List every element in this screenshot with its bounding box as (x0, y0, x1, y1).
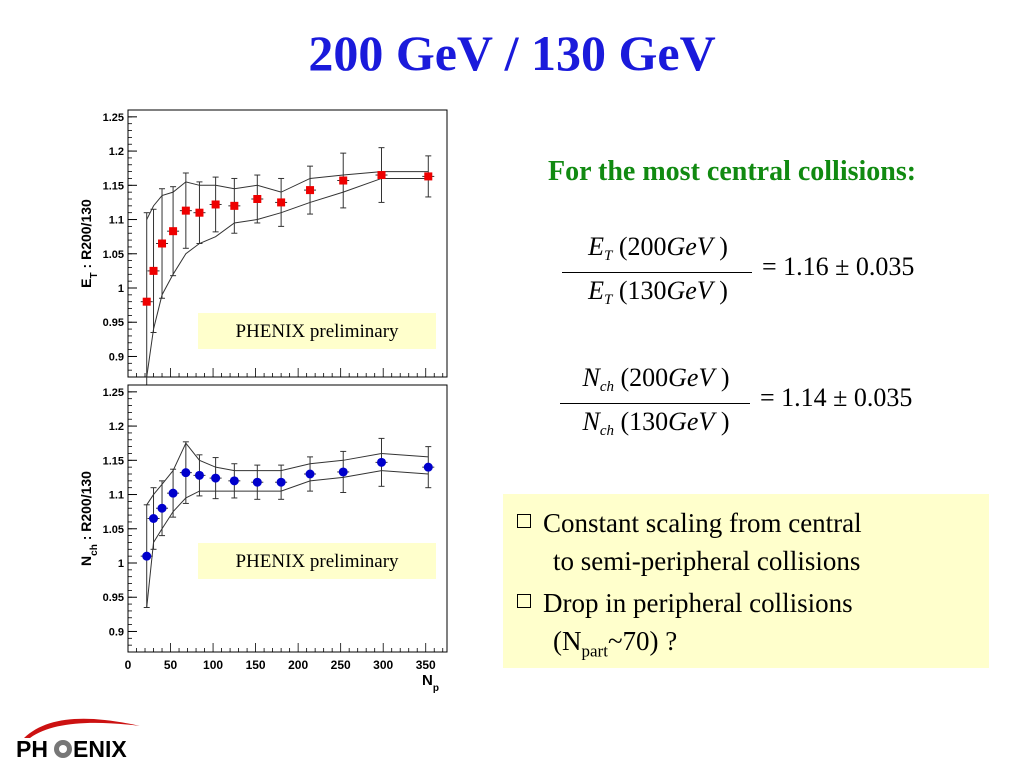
bullet-continuation: to semi-peripheral collisions (553, 544, 860, 578)
data-point (423, 462, 433, 472)
data-point (305, 469, 315, 479)
bullet-text: to semi-peripheral collisions (553, 546, 861, 576)
annotation-box (198, 313, 436, 349)
x-tick-label: 100 (203, 658, 223, 672)
bullet-text: Drop in peripheral collisions (543, 588, 853, 618)
phenix-logo: PH ENIX (16, 718, 140, 762)
fraction-bar (562, 272, 752, 273)
data-point (377, 171, 386, 180)
y-tick-label: 1.05 (103, 249, 124, 261)
data-point (276, 477, 286, 487)
chart-panel-1: 0.9 0.95 1 1.05 1.1 1.15 1.2 1.25 PHENIX prelimi… (78, 109, 448, 392)
data-point (229, 476, 239, 486)
data-point (195, 208, 204, 217)
y-tick-label: 1.25 (103, 112, 124, 124)
systematic-band-upper (146, 171, 429, 220)
fraction-bar (560, 403, 750, 404)
data-point (306, 186, 315, 195)
y-tick-label: 0.95 (103, 317, 124, 329)
logo-swoosh-icon (24, 718, 140, 738)
plot-frame (127, 384, 448, 653)
x-tick-label: 0 (125, 658, 132, 672)
y-tick-label: 0.9 (109, 351, 124, 363)
data-point (339, 176, 348, 185)
et-denominator: ET (130GeV ) (588, 276, 728, 308)
y-tick-label: 1.2 (109, 146, 124, 158)
data-point (230, 201, 239, 210)
data-point (211, 473, 221, 483)
bullet-text: ~70) ? (607, 626, 678, 656)
data-point (424, 172, 433, 181)
y-axis-label: Nch : R200/130 (78, 471, 100, 566)
data-point (158, 239, 167, 248)
bullet-continuation: (Npart~70) ? (553, 624, 677, 668)
slide-title: 200 GeV / 130 GeV (308, 25, 716, 81)
data-point (211, 200, 220, 209)
preliminary-label: PHENIX preliminary (235, 321, 399, 342)
preliminary-label: PHENIX preliminary (235, 551, 399, 572)
nch-denominator: Nch (130GeV ) (582, 407, 730, 439)
data-point (169, 227, 178, 236)
data-point (149, 514, 159, 523)
bullet-text: (N (553, 626, 582, 656)
logo-right-text: ENIX (73, 736, 127, 762)
data-point (142, 297, 151, 306)
x-tick-label: 200 (288, 658, 308, 672)
y-axis-label: ET : R200/130 (78, 199, 100, 288)
systematic-band-upper (146, 442, 429, 506)
x-tick-label: 300 (373, 658, 393, 672)
nch-numerator: Nch (200GeV ) (582, 363, 730, 395)
y-tick-label: 1 (118, 283, 124, 295)
data-point (181, 468, 191, 478)
y-tick-label: 1.05 (103, 524, 124, 536)
bullet-subscript: part (581, 641, 608, 661)
x-tick-label: 50 (164, 658, 178, 672)
data-point (149, 266, 158, 275)
chart-panel-2: 0.9 0.95 1 1.05 1.1 1.15 1.2 1.25 0 50 100 150 200 25… (78, 384, 448, 694)
data-point (142, 551, 152, 561)
data-point (194, 470, 204, 480)
data-point (376, 457, 386, 467)
data-point (168, 488, 178, 498)
data-point (253, 195, 262, 203)
data-point (252, 477, 262, 487)
y-tick-label: 0.9 (109, 626, 124, 638)
y-tick-label: 1.25 (103, 387, 124, 399)
x-tick-label: 150 (246, 658, 266, 672)
bullet-peripheral-drop: Drop in peripheral collisions (517, 586, 853, 620)
x-tick-label: 350 (416, 658, 436, 672)
data-point (338, 467, 348, 477)
systematic-band-lower (146, 470, 429, 608)
annotation-box (198, 543, 436, 579)
x-tick-label: 250 (331, 658, 351, 672)
y-tick-label: 1.2 (109, 421, 124, 433)
logo-star-icon (54, 740, 72, 758)
y-tick-label: 1.1 (109, 490, 124, 502)
checkbox-bullet-icon (517, 594, 531, 608)
y-tick-label: 1.15 (103, 455, 124, 467)
y-tick-label: 1.1 (109, 215, 124, 227)
ratio-plots: 0.9 0.95 1 1.05 1.1 1.15 1.2 1.25 PHENIX prelimi… (78, 109, 448, 694)
systematic-band-lower (146, 177, 429, 378)
et-numerator: ET (200GeV ) (588, 232, 728, 264)
data-point (157, 503, 167, 513)
logo-left-text: PH (16, 736, 48, 762)
conclusions-box: Constant scaling from central to semi-pe… (503, 494, 989, 668)
bullet-constant-scaling: Constant scaling from central (517, 506, 862, 540)
data-point (181, 206, 190, 215)
nch-ratio-value: = 1.14 ± 0.035 (760, 383, 913, 412)
y-tick-label: 1 (118, 558, 124, 570)
x-axis-label: Np (422, 672, 439, 694)
checkbox-bullet-icon (517, 514, 531, 528)
y-tick-label: 1.15 (103, 180, 124, 192)
central-collisions-heading: For the most central collisions: (548, 156, 917, 187)
et-ratio-value: = 1.16 ± 0.035 (762, 252, 915, 281)
y-tick-label: 0.95 (103, 592, 124, 604)
bullet-text: Constant scaling from central (543, 508, 862, 538)
data-point (277, 198, 286, 207)
